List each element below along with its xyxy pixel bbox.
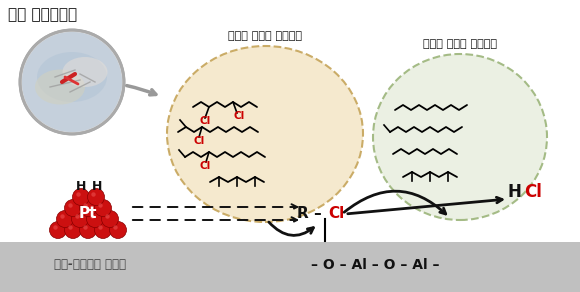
Circle shape <box>72 189 89 206</box>
Circle shape <box>84 203 88 208</box>
Circle shape <box>56 211 74 227</box>
Circle shape <box>95 222 111 239</box>
Circle shape <box>49 222 67 239</box>
Circle shape <box>77 192 81 197</box>
Ellipse shape <box>373 54 547 220</box>
Text: Cl: Cl <box>524 183 542 201</box>
Circle shape <box>79 199 96 216</box>
Ellipse shape <box>20 30 124 134</box>
Ellipse shape <box>22 32 122 132</box>
Circle shape <box>68 225 72 230</box>
Text: – O – Al – O – Al –: – O – Al – O – Al – <box>311 258 439 272</box>
Text: Cl: Cl <box>193 136 204 146</box>
Circle shape <box>90 214 95 219</box>
Circle shape <box>84 225 88 230</box>
Text: 혼합 폐플라스틱: 혼합 폐플라스틱 <box>8 7 77 22</box>
Circle shape <box>60 214 65 219</box>
Circle shape <box>64 199 82 216</box>
Circle shape <box>98 203 103 208</box>
Circle shape <box>106 214 110 219</box>
Text: 염소가 제거된 열분해유: 염소가 제거된 열분해유 <box>423 39 497 49</box>
FancyBboxPatch shape <box>0 242 580 292</box>
Circle shape <box>95 199 111 216</box>
Circle shape <box>75 214 79 219</box>
Text: 감마-알루미나 지지체: 감마-알루미나 지지체 <box>54 258 126 272</box>
Ellipse shape <box>167 46 363 222</box>
Text: Cl: Cl <box>234 111 245 121</box>
Circle shape <box>113 225 118 230</box>
Circle shape <box>71 211 89 227</box>
Text: Cl: Cl <box>328 206 345 220</box>
Text: Pt: Pt <box>79 206 97 222</box>
Ellipse shape <box>63 57 107 87</box>
Ellipse shape <box>37 52 107 102</box>
Circle shape <box>91 192 96 197</box>
Circle shape <box>79 222 96 239</box>
Text: H: H <box>507 183 521 201</box>
Circle shape <box>102 211 118 227</box>
Text: Cl: Cl <box>199 116 210 126</box>
Text: H: H <box>92 180 102 192</box>
Circle shape <box>88 189 104 206</box>
Text: Cl: Cl <box>200 161 211 171</box>
Circle shape <box>86 211 103 227</box>
Text: R –: R – <box>297 206 322 220</box>
Circle shape <box>110 222 126 239</box>
Text: 염소가 포함된 열분해유: 염소가 포함된 열분해유 <box>228 31 302 41</box>
Circle shape <box>64 222 82 239</box>
Circle shape <box>68 203 72 208</box>
Ellipse shape <box>35 69 85 105</box>
Circle shape <box>98 225 103 230</box>
Text: H: H <box>76 180 86 192</box>
Circle shape <box>53 225 57 230</box>
